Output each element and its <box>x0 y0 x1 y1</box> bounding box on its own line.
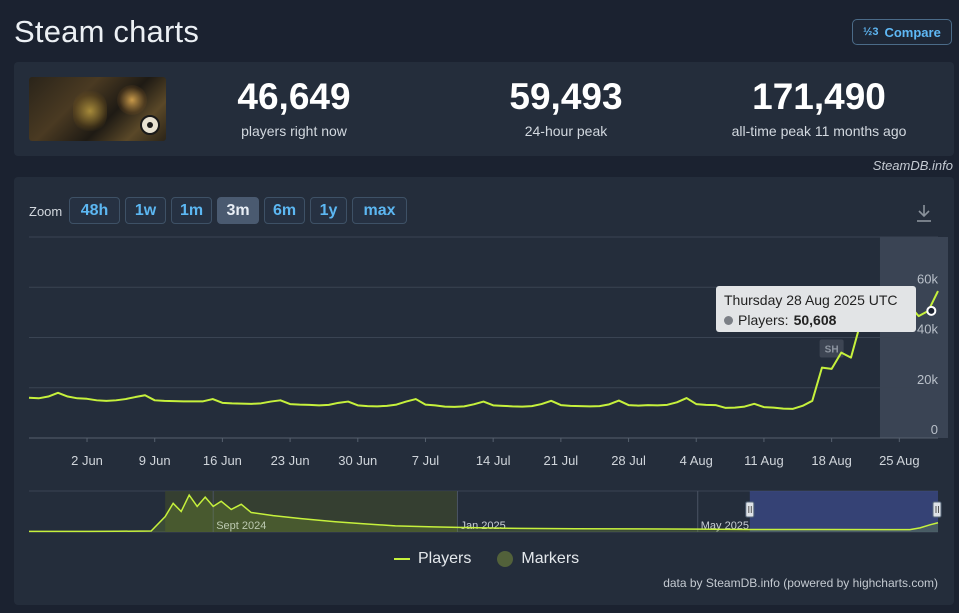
x-tick-label: 16 Jun <box>203 453 242 468</box>
stat-24h-peak: 59,493 24-hour peak <box>466 76 666 139</box>
legend-item-players[interactable]: Players <box>394 550 471 568</box>
navigator-series-area <box>29 495 938 532</box>
stat-current-players: 46,649 players right now <box>194 76 394 139</box>
stat-alltime-peak: 171,490 all-time peak 11 months ago <box>694 76 944 139</box>
x-tick-label: 23 Jun <box>271 453 310 468</box>
stat-current-label: players right now <box>241 123 347 139</box>
navigator-left-handle[interactable] <box>745 501 755 518</box>
players-series-line[interactable] <box>28 290 939 410</box>
chart-panel: Zoom 48h 1w 1m 3m 6m 1y max 0 20k 40k 60k 2 Jun 9 J… <box>14 177 954 605</box>
tooltip-date: Thursday 28 Aug 2025 UTC <box>724 292 898 308</box>
legend-markers-dot-icon <box>497 551 514 567</box>
navigator-right-handle[interactable] <box>932 501 942 518</box>
x-tick-label: 4 Aug <box>680 453 713 468</box>
page-title: Steam charts <box>14 14 200 49</box>
zoom-button-6m[interactable]: 6m <box>264 197 305 224</box>
x-tick-label: 9 Jun <box>139 453 171 468</box>
stats-panel: 46,649 players right now 59,493 24-hour … <box>14 62 954 156</box>
x-tick-label: 21 Jul <box>544 453 579 468</box>
stat-24h-label: 24-hour peak <box>524 123 608 139</box>
hover-point[interactable] <box>926 305 937 316</box>
download-icon[interactable] <box>915 203 933 223</box>
chart-tooltip: Thursday 28 Aug 2025 UTC Players: 50,608 <box>716 286 916 332</box>
x-tick-label: 14 Jul <box>476 453 511 468</box>
zoom-button-48h[interactable]: 48h <box>69 197 120 224</box>
x-tick-label: 2 Jun <box>71 453 103 468</box>
navigator-tick-label: Sept 2024 <box>216 520 266 532</box>
game-thumbnail[interactable] <box>29 77 166 141</box>
legend-item-markers[interactable]: Markers <box>497 550 579 568</box>
x-tick-label: 30 Jun <box>338 453 377 468</box>
chart-credits[interactable]: data by SteamDB.info (powered by highcha… <box>663 576 938 590</box>
stat-alltime-value: 171,490 <box>752 76 886 117</box>
legend-markers-label: Markers <box>521 550 580 567</box>
y-tick-label: 0 <box>931 422 938 437</box>
navigator-series-line <box>29 493 939 533</box>
game-logo-seal-icon <box>140 115 160 135</box>
navigator-tick-label: Jan 2025 <box>460 520 505 532</box>
steamdb-watermark: SteamDB.info <box>872 158 953 173</box>
zoom-button-max[interactable]: max <box>352 197 407 224</box>
compare-button[interactable]: ½3 Compare <box>852 19 952 45</box>
legend-players-label: Players <box>418 550 472 567</box>
compare-icon: ½3 <box>863 25 879 38</box>
stat-24h-value: 59,493 <box>509 76 623 117</box>
zoom-button-1w[interactable]: 1w <box>125 197 166 224</box>
zoom-button-1y[interactable]: 1y <box>310 197 347 224</box>
marker-flag[interactable]: SH <box>819 339 844 358</box>
y-tick-label: 40k <box>917 322 938 337</box>
tooltip-series-label: Players: <box>738 312 789 328</box>
stat-current-value: 46,649 <box>237 76 351 117</box>
marker-label: SH <box>825 345 839 356</box>
legend-players-line-icon <box>394 558 410 560</box>
y-tick-label: 20k <box>917 372 938 387</box>
x-tick-label: 28 Jul <box>611 453 646 468</box>
chart-legend: Players Markers <box>394 550 579 568</box>
zoom-button-3m[interactable]: 3m <box>217 197 259 224</box>
x-tick-label: 7 Jul <box>412 453 440 468</box>
compare-button-label: Compare <box>884 24 941 40</box>
x-tick-label: 11 Aug <box>744 453 784 468</box>
stat-alltime-label: all-time peak 11 months ago <box>731 123 907 139</box>
x-tick-label: 18 Aug <box>811 453 852 468</box>
zoom-label: Zoom <box>29 204 63 219</box>
navigator-marker-band <box>165 491 458 532</box>
navigator-selection[interactable] <box>749 491 938 532</box>
tooltip-series-dot-icon <box>724 315 733 325</box>
x-tick-label: 25 Aug <box>879 453 920 468</box>
players-chart[interactable]: 0 20k 40k 60k 2 Jun 9 Jun 16 Jun 23 Jun 30 Jun 7 … <box>14 177 954 605</box>
zoom-button-1m[interactable]: 1m <box>171 197 212 224</box>
y-tick-label: 60k <box>917 271 938 286</box>
tooltip-value: 50,608 <box>793 312 837 328</box>
